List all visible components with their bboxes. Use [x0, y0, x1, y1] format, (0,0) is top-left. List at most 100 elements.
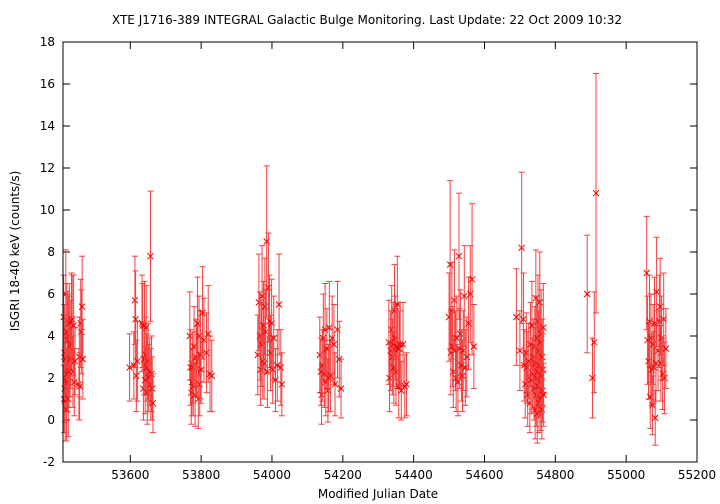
data-point — [455, 192, 463, 320]
point-marker — [134, 357, 141, 365]
data-point — [643, 215, 651, 331]
y-tick-label: 8 — [47, 245, 55, 259]
point-marker — [78, 303, 86, 310]
data-point — [453, 295, 461, 381]
data-point — [516, 310, 524, 392]
x-tick-label: 53600 — [111, 468, 149, 482]
data-point — [392, 337, 400, 406]
point-marker — [147, 252, 154, 260]
data-point — [652, 325, 660, 402]
y-tick-label: 0 — [47, 413, 55, 427]
data-point — [394, 255, 401, 354]
data-point — [273, 329, 281, 402]
point-marker — [331, 380, 339, 388]
point-marker — [204, 330, 212, 338]
data-point — [322, 348, 330, 417]
point-marker — [649, 341, 657, 348]
point-marker — [520, 315, 527, 323]
data-point — [265, 232, 272, 343]
y-tick-label: 16 — [40, 77, 55, 91]
y-tick-label: 12 — [40, 161, 55, 175]
point-marker — [540, 391, 547, 399]
point-marker — [197, 366, 205, 373]
point-marker — [457, 330, 464, 338]
point-marker — [337, 385, 345, 392]
point-marker — [199, 309, 206, 317]
point-marker — [258, 292, 266, 300]
point-marker — [78, 328, 85, 336]
point-marker — [132, 372, 140, 380]
data-point — [403, 352, 410, 417]
x-axis-ticks: 53600 53800 54000 54200 54400 54600 54800 55000… — [111, 42, 716, 482]
data-point — [649, 375, 656, 436]
x-tick-label: 54800 — [536, 468, 574, 482]
data-point — [590, 291, 598, 394]
point-marker — [583, 290, 591, 298]
y-tick-label: -2 — [43, 455, 55, 469]
point-marker — [330, 341, 338, 348]
point-marker — [386, 374, 393, 382]
point-marker — [126, 364, 133, 371]
data-point — [149, 373, 157, 434]
point-marker — [403, 380, 410, 388]
data-point — [260, 327, 268, 400]
point-marker — [149, 399, 157, 407]
data-point — [148, 356, 156, 421]
data-point — [662, 308, 670, 389]
point-marker — [516, 347, 524, 355]
point-marker — [132, 315, 139, 323]
point-marker — [278, 380, 286, 388]
point-marker — [76, 383, 84, 390]
point-marker — [653, 288, 660, 296]
data-point — [651, 390, 659, 446]
data-point — [389, 301, 397, 387]
data-point — [278, 352, 286, 417]
point-marker — [526, 399, 534, 407]
point-marker — [325, 324, 333, 331]
data-point — [277, 329, 285, 406]
point-marker — [275, 301, 283, 308]
data-point — [653, 236, 660, 347]
point-marker — [186, 332, 194, 340]
y-tick-label: 2 — [47, 371, 55, 385]
data-point — [258, 245, 266, 347]
point-marker — [264, 368, 271, 376]
data-point — [325, 280, 333, 375]
x-tick-label: 54600 — [465, 468, 503, 482]
point-marker — [270, 334, 278, 342]
chart-title: XTE J1716-389 INTEGRAL Galactic Bulge Mo… — [112, 13, 622, 27]
point-marker — [662, 345, 670, 352]
data-point — [132, 339, 140, 413]
x-axis-label: Modified Julian Date — [318, 487, 438, 501]
data-point — [526, 373, 534, 434]
data-point — [78, 255, 86, 358]
point-marker — [68, 315, 76, 323]
data-point — [79, 318, 87, 400]
point-marker — [265, 284, 272, 292]
y-tick-label: 18 — [40, 35, 55, 49]
point-marker — [70, 322, 77, 329]
plot-frame — [62, 41, 698, 463]
point-marker — [539, 324, 547, 331]
point-marker — [661, 374, 668, 382]
data-point — [197, 335, 205, 404]
data-point — [126, 333, 133, 402]
point-marker — [462, 364, 469, 371]
y-tick-label: 14 — [40, 119, 55, 133]
y-tick-label: 10 — [40, 203, 55, 217]
data-point — [208, 339, 216, 413]
point-marker — [590, 338, 598, 346]
point-marker — [194, 320, 201, 327]
data-point — [78, 289, 85, 375]
data-point — [399, 301, 407, 387]
y-tick-label: 4 — [47, 329, 55, 343]
data-point — [275, 253, 283, 356]
point-marker — [592, 189, 600, 197]
data-point — [132, 270, 139, 368]
point-marker — [651, 414, 659, 422]
data-point — [147, 190, 154, 322]
y-axis-ticks: -2 0 2 4 6 8 10 12 14 16 18 — [40, 35, 697, 469]
data-point — [330, 304, 338, 385]
data-point — [656, 257, 664, 356]
point-marker — [318, 391, 325, 399]
